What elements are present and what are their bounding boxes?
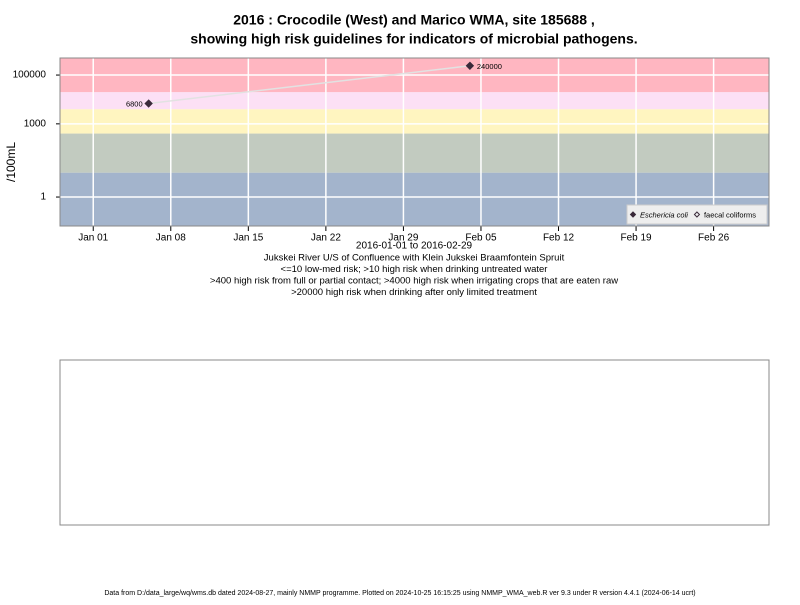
x-tick-label: Feb 19 xyxy=(620,233,652,244)
plot-frame xyxy=(59,57,770,227)
series-line xyxy=(148,65,470,105)
note: >20000 high risk when drinking after onl… xyxy=(291,287,537,298)
y-tick-label: 1 xyxy=(40,192,46,203)
x-axis-label: 2016-01-01 to 2016-02-29 xyxy=(356,241,473,252)
chart-title: showing high risk guidelines for indicat… xyxy=(190,31,637,47)
note: >400 high risk from full or partial cont… xyxy=(210,276,618,287)
chart-title: 2016 : Crocodile (West) and Marico WMA, … xyxy=(233,12,595,28)
legend-marker xyxy=(629,211,637,218)
data-point xyxy=(465,61,475,70)
x-tick-label: Feb 26 xyxy=(698,233,730,244)
data-point xyxy=(144,99,153,108)
x-tick-label: Feb 12 xyxy=(543,233,575,244)
empty-panel xyxy=(59,359,770,526)
x-tick-label: Jan 22 xyxy=(311,233,341,244)
footer: Data from D:/data_large/wq/wms.db dated … xyxy=(104,590,695,597)
x-tick-label: Jan 15 xyxy=(233,233,263,244)
legend-label: faecal coliforms xyxy=(704,210,756,219)
y-axis-label: /100mL xyxy=(4,142,18,182)
x-tick-label: Jan 01 xyxy=(78,233,108,244)
note: Jukskei River U/S of Confluence with Kle… xyxy=(264,253,565,264)
data-label: 6800 xyxy=(126,100,143,109)
y-tick-label: 100000 xyxy=(13,70,47,81)
data-label: 240000 xyxy=(477,62,502,71)
x-tick-label: Feb 05 xyxy=(465,233,497,244)
y-tick-label: 1000 xyxy=(24,118,47,129)
legend-label: Eschericia coli xyxy=(640,210,688,219)
x-tick-label: Jan 29 xyxy=(388,233,418,244)
legend-box xyxy=(626,204,768,225)
note: <=10 low-med risk; >10 high risk when dr… xyxy=(281,264,548,275)
x-tick-label: Jan 08 xyxy=(156,233,186,244)
risk-band xyxy=(60,133,769,173)
risk-band xyxy=(60,92,769,110)
legend-marker xyxy=(693,211,701,218)
risk-band xyxy=(60,109,769,134)
